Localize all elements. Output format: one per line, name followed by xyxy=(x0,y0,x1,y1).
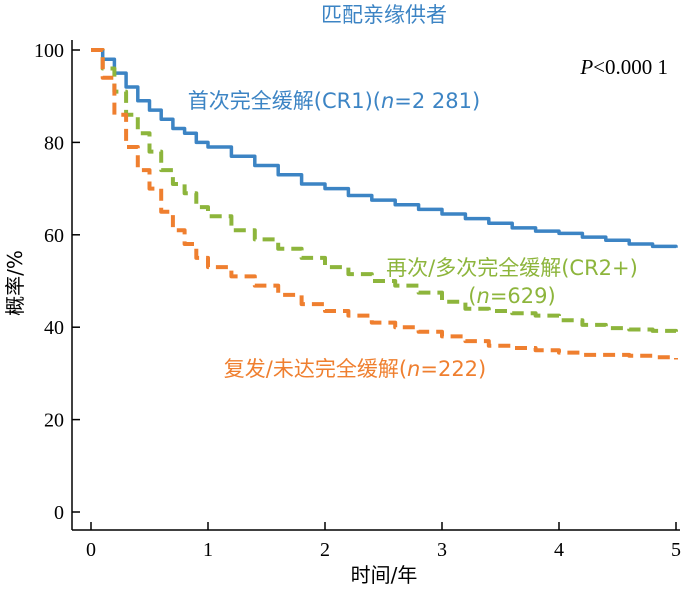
series-line-1 xyxy=(91,48,678,249)
y-tick-label: 60 xyxy=(44,225,64,247)
series-label-1: 首次完全缓解(CR1)(n=2 281) xyxy=(188,89,480,113)
y-tick-label: 100 xyxy=(34,40,64,62)
series-labels: 首次完全缓解(CR1)(n=2 281) 再次/多次完全缓解(CR2+) (n=62… xyxy=(188,89,638,381)
chart-title: 匹配亲缘供者 xyxy=(321,3,447,27)
y-tick-label: 0 xyxy=(54,502,64,524)
axis-ticks: 0 1 2 3 4 5 0 20 40 60 80 100 xyxy=(34,40,681,561)
x-tick-label: 3 xyxy=(437,539,447,561)
x-tick-label: 1 xyxy=(203,539,213,561)
series-label-2: (n=629) xyxy=(468,284,555,308)
series-label-2: 再次/多次完全缓解(CR2+) xyxy=(386,256,638,280)
y-axis-label: 概率/% xyxy=(3,250,27,316)
series-layer xyxy=(91,48,678,360)
y-tick-label: 20 xyxy=(44,410,64,432)
y-tick-label: 80 xyxy=(44,132,64,154)
x-tick-label: 0 xyxy=(86,539,96,561)
x-tick-label: 5 xyxy=(671,539,681,561)
x-tick-label: 4 xyxy=(554,539,564,561)
series-label-3: 复发/未达完全缓解(n=222) xyxy=(224,357,486,381)
y-tick-label: 40 xyxy=(44,317,64,339)
series-line-3 xyxy=(91,48,678,360)
p-value-annotation: P<0.000 1 xyxy=(579,55,668,79)
x-tick-label: 2 xyxy=(320,539,330,561)
x-axis-label: 时间/年 xyxy=(351,563,418,587)
series-line-2 xyxy=(91,48,678,333)
axes xyxy=(71,40,680,531)
